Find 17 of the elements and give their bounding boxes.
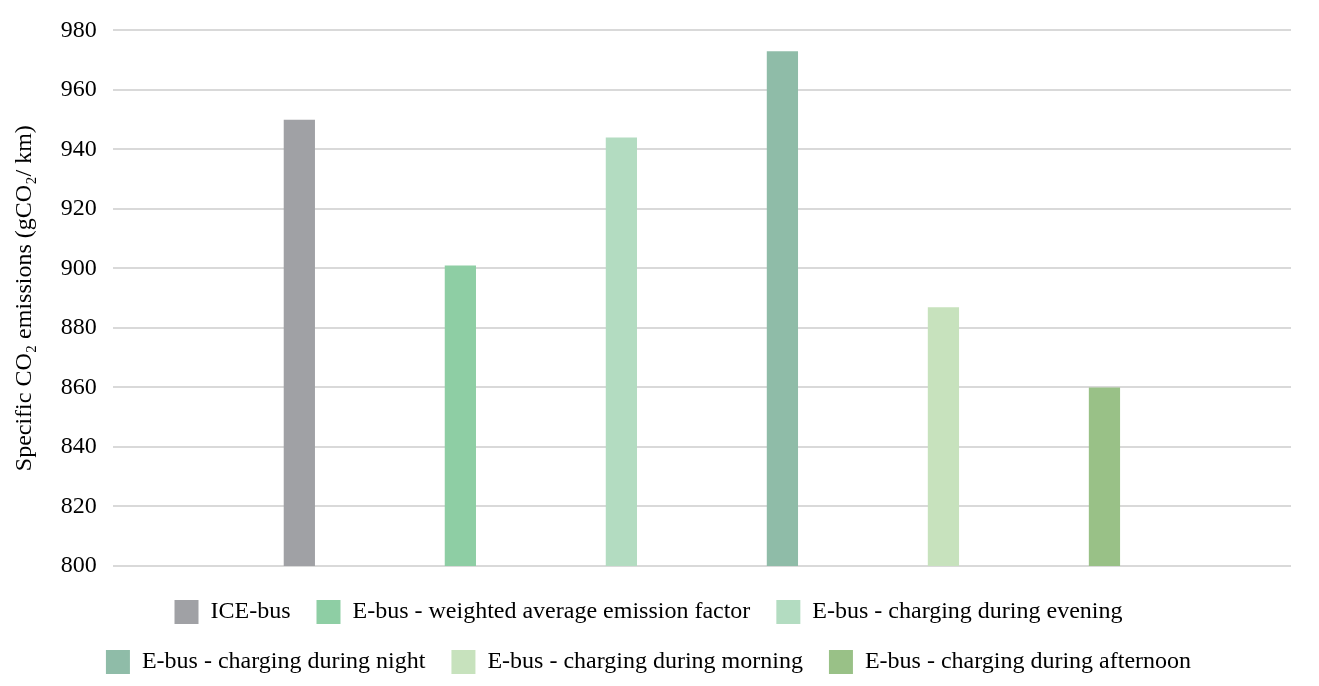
y-axis-title: Specific CO₂ emissions (gCO₂/ km) [9,125,36,472]
y-tick-label: 880 [60,313,97,340]
legend-label: E-bus - charging during night [141,647,426,674]
y-tick-label: 920 [60,194,97,221]
y-tick-label: 820 [60,491,97,518]
legend-label: E-bus - charging during morning [487,647,803,674]
y-tick-label: 900 [60,253,97,280]
y-tick-label: 940 [60,134,97,161]
legend-label: E-bus - weighted average emission factor [352,597,751,624]
y-tick-label: 800 [60,551,97,578]
legend-label: ICE-bus [210,597,291,624]
y-tick-label: 960 [60,75,97,102]
y-tick-label: 980 [60,15,97,42]
legend-label: E-bus - charging during evening [812,597,1123,624]
y-tick-label: 860 [60,372,97,399]
legend-label: E-bus - charging during afternoon [864,647,1192,674]
y-tick-label: 840 [60,432,97,459]
